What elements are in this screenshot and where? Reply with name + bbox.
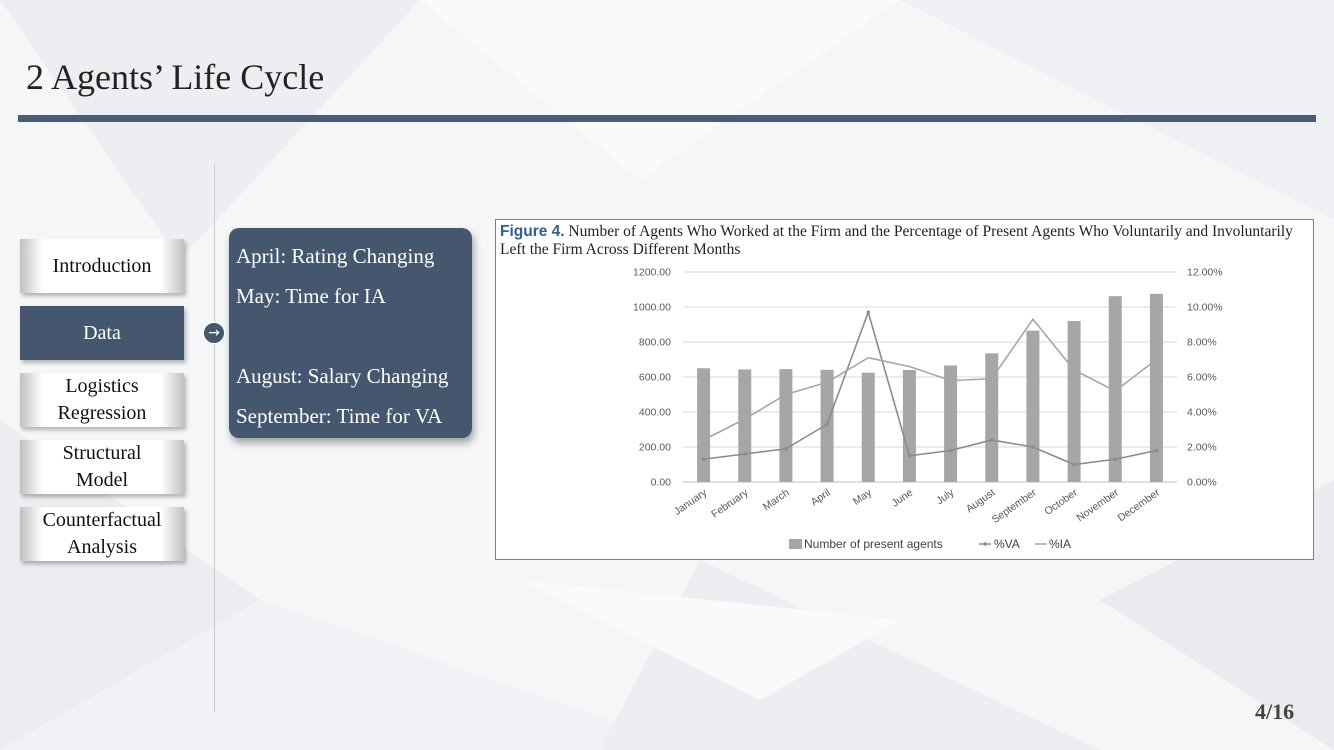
x-tick-label: June bbox=[890, 487, 916, 510]
y-left-tick-label: 800.00 bbox=[639, 337, 671, 349]
note-line: April: Rating Changing bbox=[236, 244, 435, 268]
x-tick-label: December bbox=[1116, 486, 1163, 524]
x-tick-label: November bbox=[1074, 486, 1121, 524]
nav-item-introduction[interactable]: Introduction bbox=[20, 239, 184, 293]
nav-item-data[interactable]: Data bbox=[20, 306, 184, 360]
note-line: September: Time for VA bbox=[236, 404, 443, 428]
series-point bbox=[701, 457, 706, 462]
nav-item-label: Structural Model bbox=[62, 442, 142, 491]
nav-divider bbox=[214, 164, 215, 712]
nav-item-label: Introduction bbox=[52, 254, 152, 277]
series-point bbox=[948, 448, 953, 453]
bar bbox=[1149, 293, 1163, 482]
series-point bbox=[866, 310, 871, 315]
series-point bbox=[1154, 448, 1159, 453]
bar bbox=[697, 368, 711, 482]
title-underline bbox=[18, 115, 1316, 122]
figure-caption: Figure 4. Number of Agents Who Worked at… bbox=[500, 223, 1310, 259]
bar bbox=[985, 353, 999, 482]
nav-item-structural-model[interactable]: Structural Model bbox=[20, 440, 184, 494]
x-tick-label: May bbox=[851, 486, 875, 508]
series-point bbox=[989, 438, 994, 442]
figure-caption-text: Number of Agents Who Worked at the Firm … bbox=[500, 223, 1293, 258]
bar bbox=[861, 372, 875, 482]
y-right-tick-label: 6.00% bbox=[1187, 372, 1217, 384]
y-left-tick-label: 400.00 bbox=[639, 407, 671, 419]
bar bbox=[944, 365, 958, 482]
series-line bbox=[703, 309, 1157, 466]
legend-label: %IA bbox=[1049, 537, 1071, 551]
note-line: August: Salary Changing bbox=[236, 364, 449, 388]
y-right-tick-label: 0.00% bbox=[1187, 477, 1217, 489]
bar bbox=[1108, 296, 1122, 482]
y-right-tick-label: 12.00% bbox=[1187, 267, 1223, 279]
series-point bbox=[907, 453, 912, 458]
y-left-tick-label: 1200.00 bbox=[633, 267, 671, 279]
nav-item-logistics-regression[interactable]: Logistics Regression bbox=[20, 373, 184, 427]
series-point bbox=[742, 452, 747, 456]
nav-item-label: Logistics Regression bbox=[57, 375, 147, 424]
y-right-tick-label: 2.00% bbox=[1187, 442, 1217, 454]
bar bbox=[738, 369, 752, 482]
nav-item-label: Counterfactual Analysis bbox=[42, 509, 162, 558]
series-point bbox=[825, 422, 829, 427]
y-right-tick-label: 10.00% bbox=[1187, 302, 1223, 314]
series-point bbox=[1072, 462, 1076, 467]
note-line: May: Time for IA bbox=[236, 284, 386, 308]
nav-item-label: Data bbox=[83, 321, 121, 344]
y-left-tick-label: 1000.00 bbox=[633, 302, 671, 314]
bar bbox=[779, 369, 793, 482]
series-point bbox=[784, 446, 788, 451]
page-number: 4/16 bbox=[1255, 699, 1295, 724]
figure-label: Figure 4. bbox=[500, 223, 565, 240]
series-point bbox=[1113, 457, 1118, 462]
y-left-tick-label: 0.00 bbox=[651, 477, 672, 489]
x-tick-label: January bbox=[672, 486, 710, 518]
y-left-tick-label: 600.00 bbox=[639, 372, 671, 384]
arrow-right-icon: → bbox=[203, 322, 225, 344]
bar bbox=[1067, 321, 1081, 482]
x-tick-label: August bbox=[964, 487, 998, 516]
series-point bbox=[1031, 445, 1035, 449]
nav-item-counterfactual-analysis[interactable]: Counterfactual Analysis bbox=[20, 507, 184, 561]
x-tick-label: February bbox=[709, 486, 751, 520]
x-tick-label: April bbox=[809, 487, 833, 509]
y-left-tick-label: 200.00 bbox=[639, 442, 671, 454]
slide-title: 2 Agents’ Life Cycle bbox=[26, 57, 325, 97]
x-tick-label: March bbox=[761, 487, 792, 514]
x-tick-label: July bbox=[934, 486, 957, 507]
figure-panel: Figure 4. Number of Agents Who Worked at… bbox=[495, 219, 1314, 560]
x-tick-label: September bbox=[990, 486, 1039, 526]
notes-box: April: Rating Changing May: Time for IA … bbox=[229, 228, 472, 438]
bar bbox=[902, 370, 916, 482]
bar bbox=[1026, 330, 1040, 482]
legend-swatch-bars bbox=[789, 539, 802, 549]
legend-marker-va bbox=[983, 542, 987, 546]
legend-label: %VA bbox=[994, 537, 1020, 551]
legend-label: Number of present agents bbox=[804, 537, 943, 551]
chart: 0.00 200.00 400.00 600.00 800.00 1000.00 1200.… bbox=[633, 267, 1223, 552]
series-line bbox=[703, 317, 1157, 441]
y-right-tick-label: 8.00% bbox=[1187, 337, 1217, 349]
y-right-tick-label: 4.00% bbox=[1187, 407, 1217, 419]
